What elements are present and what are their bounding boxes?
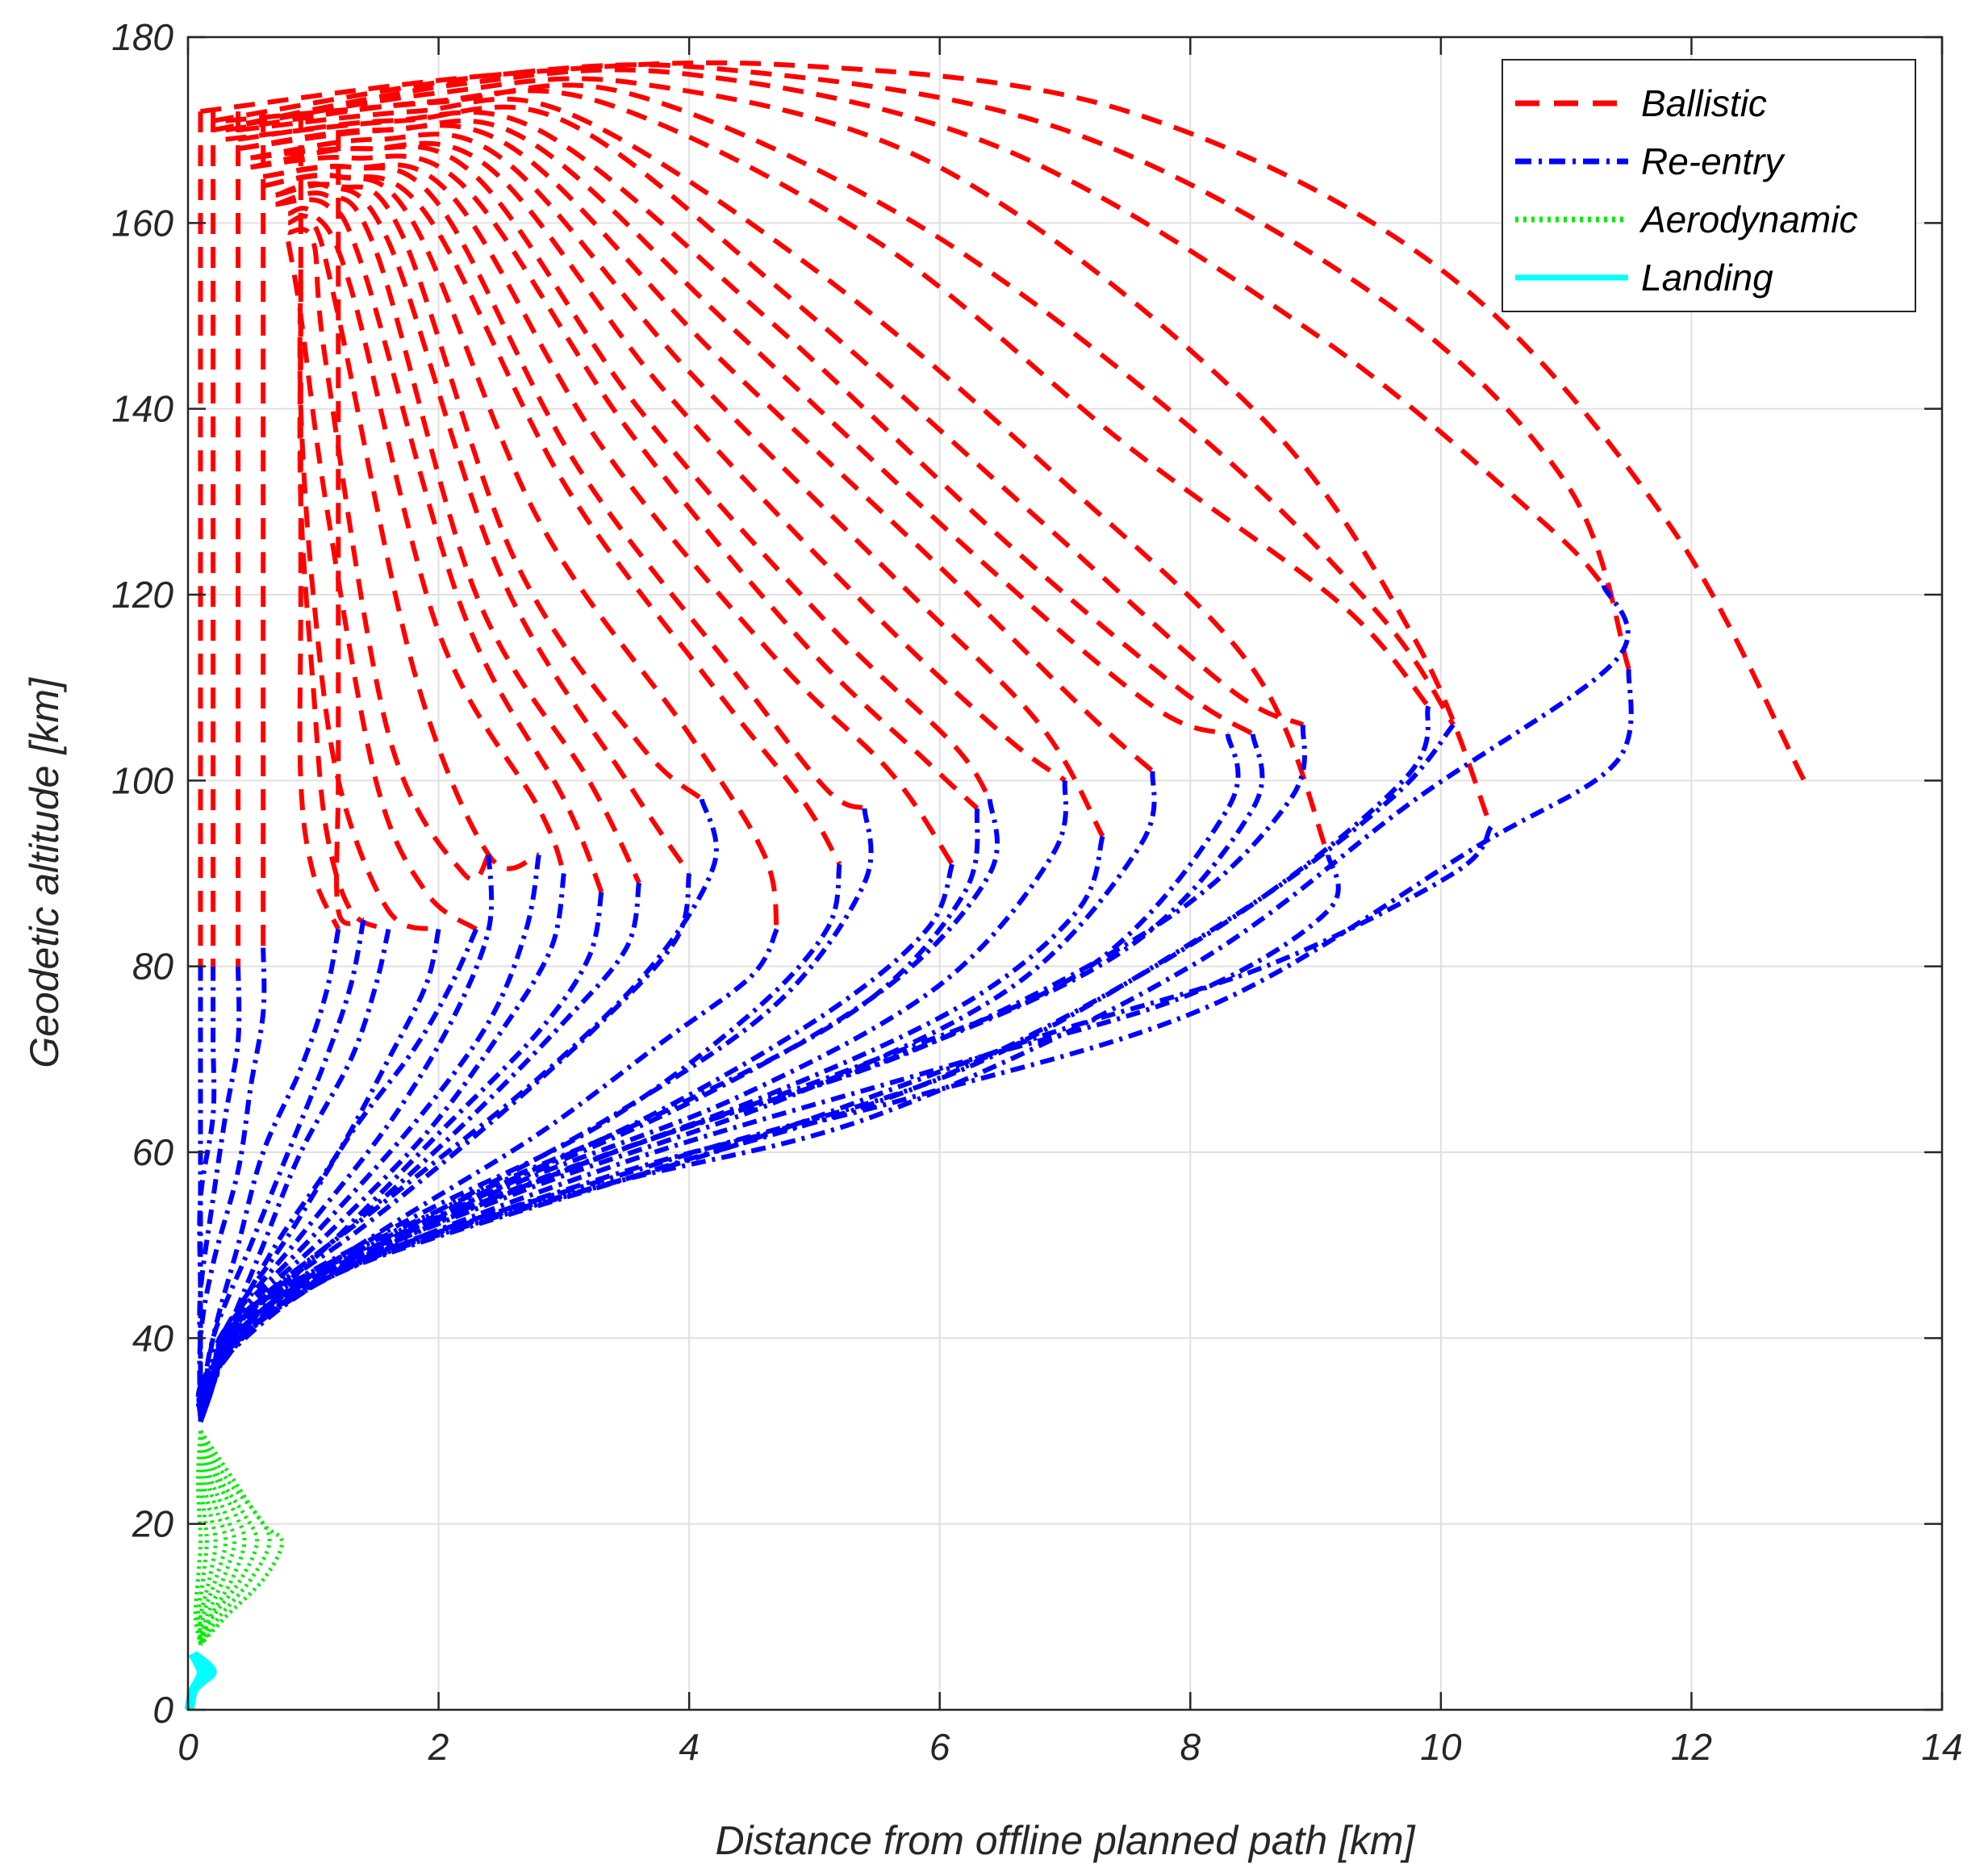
ballistic-trajectory-line bbox=[274, 190, 641, 884]
ballistic-trajectory-line bbox=[262, 173, 842, 866]
y-tick-label: 160 bbox=[111, 202, 173, 244]
ballistic-trajectory-line bbox=[297, 111, 341, 930]
y-tick-label: 80 bbox=[132, 946, 174, 988]
landing-series bbox=[184, 1651, 217, 1711]
y-tick-label: 180 bbox=[111, 16, 173, 58]
reentry-trajectory-line bbox=[198, 799, 1000, 1423]
aerodynamic-trajectory-line bbox=[198, 1430, 237, 1645]
y-tick-label: 60 bbox=[132, 1131, 174, 1173]
aerodynamic-trajectory-line bbox=[198, 1431, 218, 1645]
ballistic-series bbox=[198, 60, 1806, 967]
reentry-trajectory-line bbox=[197, 947, 267, 1423]
reentry-trajectory-line bbox=[196, 854, 1341, 1423]
ballistic-trajectory-line bbox=[334, 130, 365, 926]
ballistic-trajectory-line bbox=[237, 118, 1229, 737]
plot-area bbox=[184, 60, 1806, 1711]
y-tick-label: 100 bbox=[111, 759, 173, 801]
x-tick-label: 10 bbox=[1420, 1726, 1462, 1768]
x-tick-label: 6 bbox=[929, 1726, 950, 1768]
y-tick-label: 0 bbox=[152, 1689, 173, 1731]
ballistic-trajectory-line bbox=[237, 96, 1330, 856]
ballistic-trajectory-line bbox=[250, 144, 992, 801]
ballistic-trajectory-line bbox=[200, 60, 1806, 782]
reentry-trajectory-line bbox=[198, 872, 692, 1423]
reentry-trajectory-line bbox=[198, 825, 1493, 1423]
reentry-trajectory-line bbox=[198, 733, 1265, 1423]
y-tick-label: 120 bbox=[111, 574, 173, 616]
x-tick-label: 8 bbox=[1180, 1726, 1201, 1768]
ballistic-trajectory-line bbox=[287, 227, 491, 883]
x-tick-label: 12 bbox=[1671, 1726, 1712, 1768]
ballistic-trajectory-line bbox=[250, 153, 979, 811]
aerodynamic-trajectory-line bbox=[198, 1431, 228, 1645]
ballistic-trajectory-line bbox=[212, 76, 1493, 829]
ballistic-trajectory-line bbox=[212, 62, 1631, 671]
x-tick-label: 0 bbox=[178, 1726, 198, 1768]
ballistic-trajectory-line bbox=[250, 140, 1067, 783]
y-axis-title: Geodetic altitude [km] bbox=[22, 677, 67, 1068]
legend: Ballistic Re-entry Aerodynamic Landing bbox=[1502, 59, 1916, 312]
reentry-trajectory-line bbox=[197, 966, 242, 1423]
ballistic-trajectory-line bbox=[287, 206, 566, 875]
ballistic-trajectory-line bbox=[262, 172, 779, 930]
ballistic-trajectory-line bbox=[275, 197, 604, 893]
axes-frame bbox=[186, 36, 1944, 1711]
x-tick-label: 14 bbox=[1921, 1726, 1962, 1768]
reentry-trajectory-line bbox=[198, 798, 719, 1423]
y-tick-label: 140 bbox=[111, 388, 173, 430]
aerodynamic-trajectory-line bbox=[198, 1430, 259, 1646]
y-tick-label: 40 bbox=[132, 1317, 174, 1359]
ballistic-trajectory-line bbox=[275, 182, 704, 801]
ballistic-trajectory-line bbox=[225, 88, 1431, 708]
aerodynamic-trajectory-line bbox=[198, 1430, 272, 1646]
y-tick-label: 20 bbox=[132, 1503, 174, 1545]
ballistic-trajectory-line bbox=[237, 123, 1155, 774]
aerodynamic-series bbox=[193, 1430, 285, 1647]
ballistic-trajectory-line bbox=[297, 315, 390, 932]
reentry-trajectory-line bbox=[198, 928, 391, 1423]
reentry-trajectory-line bbox=[198, 854, 495, 1423]
ballistic-trajectory-line bbox=[212, 67, 1606, 587]
ballistic-trajectory-line bbox=[250, 132, 1105, 838]
ballistic-trajectory-line bbox=[262, 163, 866, 811]
axis-ticks bbox=[186, 36, 1944, 1711]
legend-label-ballistic: Ballistic bbox=[1641, 82, 1767, 124]
reentry-trajectory-line bbox=[198, 919, 366, 1423]
x-tick-label: 4 bbox=[679, 1726, 700, 1768]
aerodynamic-trajectory-line bbox=[195, 1431, 209, 1645]
x-tick-label: 2 bbox=[428, 1726, 449, 1768]
reentry-trajectory-line bbox=[196, 668, 1634, 1423]
reentry-trajectory-line bbox=[198, 929, 341, 1423]
x-axis-title: Distance from offline planned path [km] bbox=[715, 1818, 1415, 1863]
legend-label-aerodynamic: Aerodynamic bbox=[1639, 198, 1857, 240]
legend-label-reentry: Re-entry bbox=[1641, 140, 1786, 182]
reentry-series bbox=[195, 584, 1634, 1423]
aerodynamic-trajectory-line bbox=[198, 1430, 285, 1647]
landing-trajectory-line bbox=[184, 1652, 205, 1711]
legend-label-landing: Landing bbox=[1641, 257, 1773, 299]
aerodynamic-trajectory-line bbox=[193, 1431, 203, 1645]
